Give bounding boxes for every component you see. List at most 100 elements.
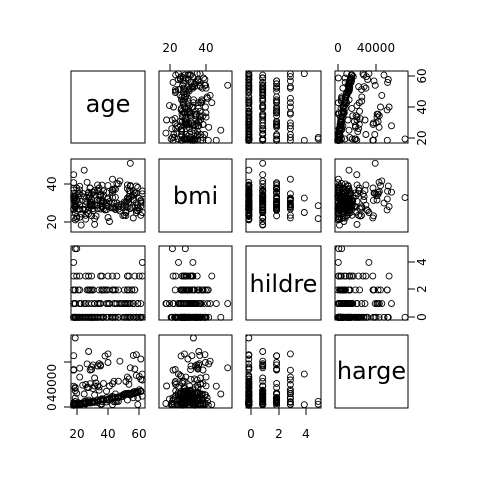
data-point <box>95 383 103 391</box>
data-point <box>360 71 368 79</box>
data-point <box>129 394 137 402</box>
data-point <box>188 103 196 111</box>
data-point <box>104 214 112 221</box>
data-point <box>138 187 146 195</box>
data-point <box>384 78 392 86</box>
data-point <box>259 71 267 79</box>
data-point <box>286 119 294 127</box>
data-point <box>362 313 370 321</box>
data-point <box>355 272 362 280</box>
data-point <box>370 189 378 197</box>
data-point <box>286 386 294 394</box>
data-point <box>114 377 122 385</box>
data-point <box>360 83 368 91</box>
data-point <box>286 94 294 102</box>
data-point <box>194 99 202 107</box>
data-point <box>187 366 195 374</box>
data-point <box>197 136 205 144</box>
data-point <box>82 215 90 223</box>
data-point <box>196 313 204 321</box>
data-point <box>185 123 193 131</box>
data-point <box>349 197 357 205</box>
data-point <box>206 91 214 99</box>
data-point <box>186 125 194 133</box>
axis-left-charges: 0 40000 <box>45 361 72 411</box>
data-point <box>80 313 88 321</box>
data-point <box>286 122 294 130</box>
data-point <box>245 375 253 383</box>
data-point <box>355 184 363 192</box>
data-point <box>171 392 179 400</box>
data-point <box>349 300 357 308</box>
data-point <box>259 180 267 187</box>
data-point <box>109 189 116 197</box>
data-point <box>353 136 361 144</box>
data-point <box>79 381 87 389</box>
scatter-panel-charges-vs-bmi <box>162 334 232 409</box>
tick-label-bmi-left-20: 20 <box>45 214 59 229</box>
data-point <box>125 272 133 280</box>
data-point <box>197 300 205 308</box>
data-point <box>197 401 205 409</box>
data-point <box>355 313 363 321</box>
data-point <box>388 188 395 196</box>
panel-children-age <box>70 245 146 321</box>
data-point <box>122 198 130 206</box>
data-point <box>172 381 180 388</box>
data-point <box>182 93 190 101</box>
data-point <box>245 392 253 400</box>
scatter-panel-children-vs-bmi <box>162 245 232 321</box>
tick-label-bmi-top-20: 20 <box>162 41 177 55</box>
data-point <box>104 182 112 190</box>
data-point <box>346 133 354 141</box>
data-point <box>83 286 91 294</box>
data-point <box>70 205 78 212</box>
data-point <box>273 366 281 373</box>
data-point <box>201 351 209 359</box>
data-point <box>273 379 281 387</box>
data-point <box>259 197 267 205</box>
data-point <box>71 197 79 205</box>
data-point <box>345 187 353 195</box>
data-point <box>337 286 345 294</box>
data-point <box>348 104 356 112</box>
data-point <box>174 300 182 308</box>
data-point <box>71 313 79 321</box>
data-point <box>104 272 112 280</box>
data-point <box>193 361 201 369</box>
data-point <box>189 334 197 342</box>
data-point <box>186 110 194 118</box>
tick-label-charges-left-0: 0 <box>45 403 59 411</box>
data-point <box>202 373 210 381</box>
data-point <box>259 103 267 111</box>
data-point <box>122 313 130 321</box>
data-point <box>103 387 110 395</box>
data-point <box>88 286 96 294</box>
data-point <box>273 96 281 104</box>
panel-age-children <box>245 70 322 144</box>
panel-age-age <box>70 70 146 144</box>
data-point <box>110 199 118 207</box>
data-point <box>201 76 209 83</box>
data-point <box>97 362 105 370</box>
data-point <box>178 110 186 118</box>
data-point <box>200 74 207 82</box>
data-point <box>110 313 118 321</box>
data-point <box>187 272 195 280</box>
data-point <box>345 126 353 134</box>
data-point <box>73 389 81 397</box>
data-point <box>356 205 364 213</box>
data-point <box>116 177 124 185</box>
data-point <box>123 396 131 404</box>
data-point <box>185 86 193 94</box>
data-point <box>337 97 345 105</box>
data-point <box>76 373 84 381</box>
data-point <box>355 120 363 128</box>
tick-label-children-bottom-4: 4 <box>302 427 310 441</box>
data-point <box>168 313 176 321</box>
data-point <box>259 362 267 370</box>
data-point <box>286 196 294 204</box>
data-point <box>377 182 384 190</box>
tick-label-children-right-4: 4 <box>415 258 429 266</box>
data-point <box>259 81 267 89</box>
